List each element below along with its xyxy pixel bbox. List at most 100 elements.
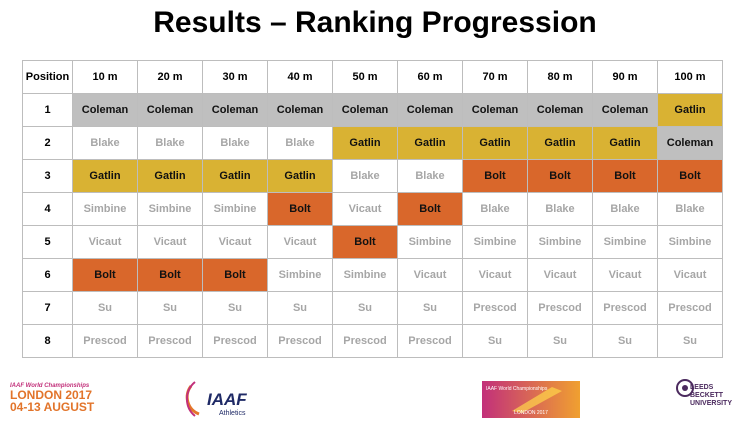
athlete-cell: Bolt xyxy=(72,258,138,292)
athlete-cell: Prescod xyxy=(267,324,333,358)
table-row: 8 Prescod Prescod Prescod Prescod Prescod Pres… xyxy=(22,324,723,358)
athlete-cell: Gatlin xyxy=(137,159,203,193)
athlete-cell: Bolt xyxy=(462,159,528,193)
university-line: UNIVERSITY xyxy=(690,400,733,407)
table-row: 4 Simbine Simbine Simbine Bolt Vicaut Bolt Blak… xyxy=(22,192,723,226)
header-row: Position 10 m 20 m 30 m 40 m 50 m 60 m 70 m 80 m… xyxy=(22,60,723,94)
athlete-cell: Blake xyxy=(72,126,138,160)
athlete-cell: Gatlin xyxy=(657,93,723,127)
athlete-cell: Vicaut xyxy=(657,258,723,292)
position-cell: 1 xyxy=(22,93,73,127)
athlete-cell: Simbine xyxy=(137,192,203,226)
athlete-cell: Coleman xyxy=(137,93,203,127)
athlete-cell: Su xyxy=(202,291,268,325)
position-cell: 4 xyxy=(22,192,73,226)
slide-title: Results – Ranking Progression xyxy=(153,6,597,39)
athlete-cell: Bolt xyxy=(592,159,658,193)
poster-stripe xyxy=(512,387,562,413)
event-name: IAAF World Championships xyxy=(10,383,90,389)
position-cell: 6 xyxy=(22,258,73,292)
athlete-cell: Vicaut xyxy=(527,258,593,292)
athlete-cell: Vicaut xyxy=(137,225,203,259)
athlete-cell: Su xyxy=(137,291,203,325)
athlete-cell: Simbine xyxy=(397,225,463,259)
athlete-cell: Bolt xyxy=(202,258,268,292)
poster-sub: LONDON 2017 xyxy=(514,410,548,416)
ranking-table: Position 10 m 20 m 30 m 40 m 50 m 60 m 70 m 80 m… xyxy=(22,60,723,358)
athlete-cell: Prescod xyxy=(397,324,463,358)
athlete-cell: Prescod xyxy=(202,324,268,358)
header-cell: 60 m xyxy=(397,60,463,94)
header-cell: Position xyxy=(22,60,73,94)
athlete-cell: Bolt xyxy=(397,192,463,226)
position-cell: 3 xyxy=(22,159,73,193)
athlete-cell: Su xyxy=(332,291,398,325)
athlete-cell: Prescod xyxy=(462,291,528,325)
header-cell: 40 m xyxy=(267,60,333,94)
crest xyxy=(682,385,688,391)
athlete-cell: Simbine xyxy=(332,258,398,292)
athlete-cell: Coleman xyxy=(72,93,138,127)
athlete-cell: Simbine xyxy=(267,258,333,292)
athlete-cell: Vicaut xyxy=(267,225,333,259)
position-cell: 7 xyxy=(22,291,73,325)
header-cell: 90 m xyxy=(592,60,658,94)
athlete-cell: Gatlin xyxy=(527,126,593,160)
athlete-cell: Gatlin xyxy=(462,126,528,160)
athlete-cell: Bolt xyxy=(332,225,398,259)
athlete-cell: Prescod xyxy=(592,291,658,325)
table-row: 6 Bolt Bolt Bolt Simbine Simbine Vicaut Vicaut V… xyxy=(22,258,723,292)
athlete-cell: Coleman xyxy=(657,126,723,160)
athlete-cell: Prescod xyxy=(137,324,203,358)
athlete-cell: Blake xyxy=(397,159,463,193)
athlete-cell: Bolt xyxy=(657,159,723,193)
university-line: LEEDS xyxy=(690,384,714,391)
athlete-cell: Su xyxy=(267,291,333,325)
athlete-cell: Su xyxy=(657,324,723,358)
athlete-cell: Su xyxy=(527,324,593,358)
position-cell: 8 xyxy=(22,324,73,358)
header-cell: 50 m xyxy=(332,60,398,94)
athlete-cell: Vicaut xyxy=(332,192,398,226)
logo-arc xyxy=(185,381,196,417)
university-line: BECKETT xyxy=(690,392,724,399)
header-cell: 100 m xyxy=(657,60,723,94)
athlete-cell: Blake xyxy=(137,126,203,160)
athlete-cell: Bolt xyxy=(267,192,333,226)
athlete-cell: Vicaut xyxy=(72,225,138,259)
athlete-cell: Blake xyxy=(527,192,593,226)
athlete-cell: Prescod xyxy=(527,291,593,325)
university-crest xyxy=(676,379,694,397)
poster-name: IAAF World Championships xyxy=(486,386,548,392)
header-cell: 80 m xyxy=(527,60,593,94)
position-cell: 5 xyxy=(22,225,73,259)
athlete-cell: Coleman xyxy=(462,93,528,127)
table-row: 3 Gatlin Gatlin Gatlin Gatlin Blake Blake Bolt B… xyxy=(22,159,723,193)
athlete-cell: Blake xyxy=(267,126,333,160)
athlete-cell: Gatlin xyxy=(267,159,333,193)
event-logo: IAAF World Championships LONDON 2017 04-… xyxy=(10,383,120,413)
table-row: 5 Vicaut Vicaut Vicaut Vicaut Bolt Simbine Simb… xyxy=(22,225,723,259)
iaaf-name: IAAF xyxy=(207,390,247,409)
athlete-cell: Vicaut xyxy=(397,258,463,292)
athlete-cell: Coleman xyxy=(397,93,463,127)
athlete-cell: Coleman xyxy=(267,93,333,127)
athlete-cell: Blake xyxy=(657,192,723,226)
header-cell: 20 m xyxy=(137,60,203,94)
athlete-cell: Coleman xyxy=(527,93,593,127)
athlete-cell: Gatlin xyxy=(397,126,463,160)
athlete-cell: Coleman xyxy=(202,93,268,127)
athlete-cell: Vicaut xyxy=(462,258,528,292)
athlete-cell: Simbine xyxy=(462,225,528,259)
event-dates: 04-13 AUGUST xyxy=(10,400,95,414)
university-logo: LEEDS BECKETT UNIVERSITY xyxy=(670,378,740,407)
athlete-cell: Blake xyxy=(332,159,398,193)
athlete-cell: Coleman xyxy=(332,93,398,127)
event-city: LONDON 2017 xyxy=(10,388,93,402)
iaaf-logo: IAAF Athletics xyxy=(185,381,247,417)
table-row: 2 Blake Blake Blake Blake Gatlin Gatlin Gatlin G… xyxy=(22,126,723,160)
athlete-cell: Su xyxy=(72,291,138,325)
athlete-cell: Prescod xyxy=(332,324,398,358)
athlete-cell: Blake xyxy=(202,126,268,160)
